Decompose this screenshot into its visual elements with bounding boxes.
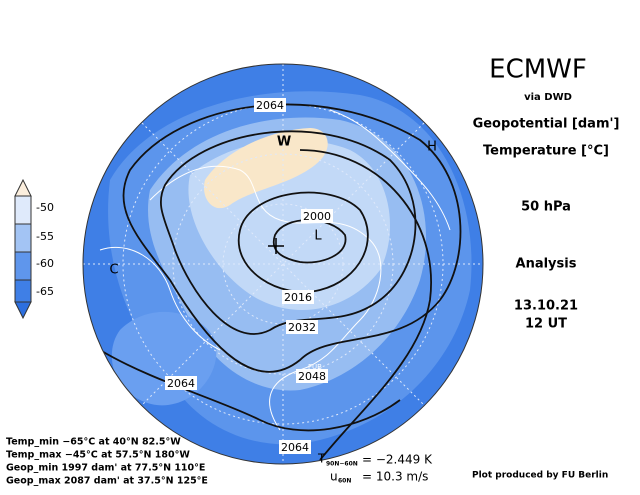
warm-marker: W bbox=[277, 135, 291, 150]
u-value: = 10.3 m/s bbox=[362, 470, 428, 484]
time: 12 UT bbox=[525, 317, 567, 332]
contour-label: 2048 bbox=[298, 370, 326, 383]
colorbar-label: -60 bbox=[36, 257, 54, 270]
field-label: Temperature [°C] bbox=[483, 144, 609, 159]
cold-marker: C bbox=[109, 263, 118, 278]
colorbar: -50 -55 -60 -65 bbox=[14, 178, 54, 320]
stat-line: Geop_min 1997 dam' at 77.5°N 110°E bbox=[6, 463, 205, 474]
analysis-kind: Analysis bbox=[516, 257, 577, 272]
map-border bbox=[82, 63, 484, 465]
high-marker: H bbox=[427, 140, 437, 155]
low-marker bbox=[268, 238, 284, 254]
u-label: u bbox=[330, 470, 338, 484]
t-sub: 90N−60N bbox=[326, 461, 358, 468]
contour-label: 2000 bbox=[303, 210, 331, 223]
t-value: = −2.449 K bbox=[362, 453, 433, 467]
stats: Temp_min −65°C at 40°N 82.5°W Temp_max −… bbox=[6, 437, 433, 487]
map bbox=[83, 64, 483, 464]
colorbar-label: -55 bbox=[36, 230, 54, 243]
source: via DWD bbox=[524, 92, 572, 103]
contour-label: 2032 bbox=[288, 321, 316, 334]
contour-labels: 2064 2000 2016 2032 2048 2064 2064 W H L… bbox=[109, 98, 437, 454]
credit: Plot produced by FU Berlin bbox=[472, 471, 608, 481]
title: ECMWF bbox=[489, 55, 587, 85]
contour-label: 2064 bbox=[167, 377, 195, 390]
contour-label: 2064 bbox=[281, 441, 309, 454]
t-label: T bbox=[317, 452, 326, 466]
contour-label: 2016 bbox=[284, 291, 312, 304]
stat-line: Temp_min −65°C at 40°N 82.5°W bbox=[6, 437, 181, 448]
contour-label: 2064 bbox=[256, 99, 284, 112]
station-label: FUB bbox=[308, 363, 322, 371]
u-sub: 60N bbox=[338, 478, 351, 485]
stat-line: Temp_max −45°C at 57.5°N 180°W bbox=[6, 450, 190, 461]
field-label: Geopotential [dam'] bbox=[473, 117, 620, 132]
colorbar-label: -50 bbox=[36, 201, 54, 214]
low-label: L bbox=[314, 229, 322, 244]
level: 50 hPa bbox=[521, 200, 571, 215]
colorbar-label: -65 bbox=[36, 285, 54, 298]
stat-line: Geop_max 2087 dam' at 37.5°N 125°E bbox=[6, 476, 208, 487]
date: 13.10.21 bbox=[514, 299, 578, 314]
